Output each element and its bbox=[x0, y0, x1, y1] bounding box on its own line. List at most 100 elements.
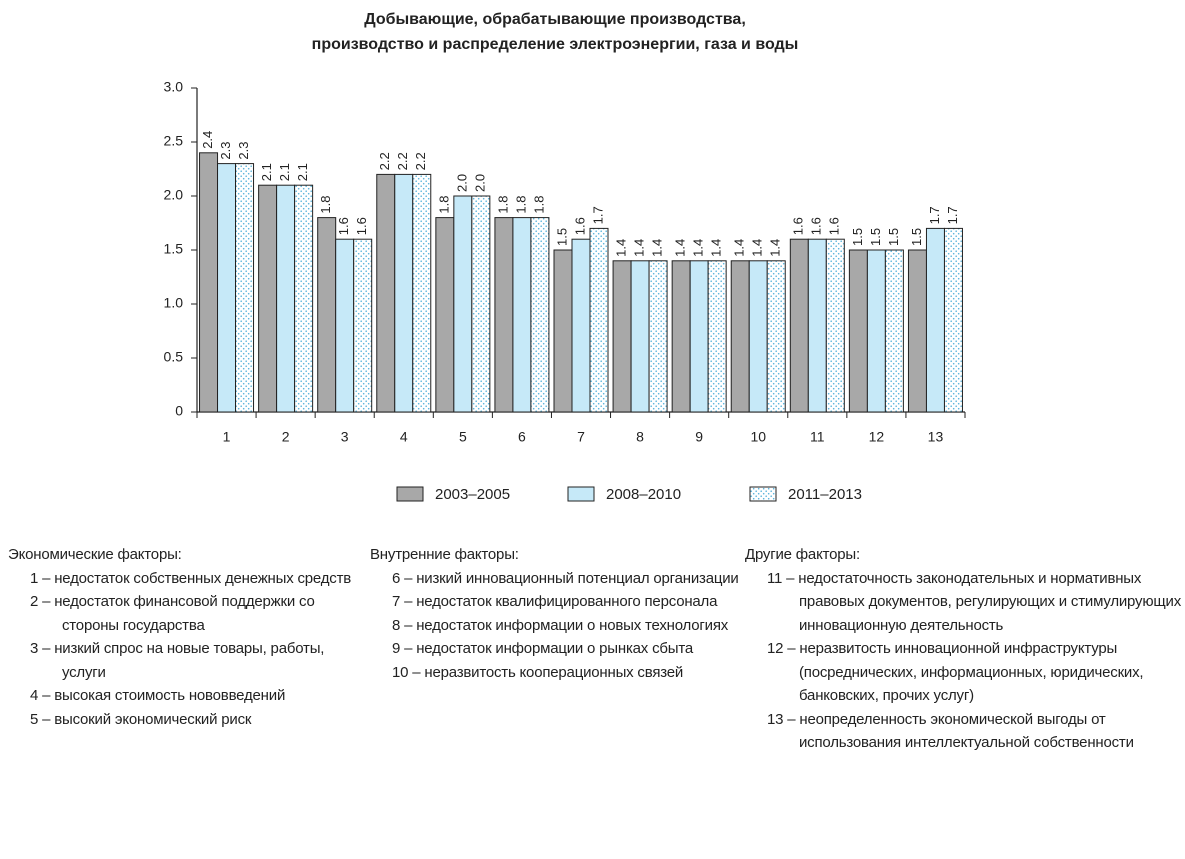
y-tick-label: 2.0 bbox=[164, 187, 184, 203]
x-tick-label: 3 bbox=[341, 429, 349, 445]
value-label: 1.4 bbox=[768, 239, 783, 257]
bar bbox=[943, 227, 963, 413]
bar bbox=[494, 217, 514, 413]
value-label: 1.7 bbox=[927, 206, 942, 224]
bar bbox=[435, 217, 455, 413]
y-tick-label: 1.0 bbox=[164, 295, 184, 311]
x-tick-label: 1 bbox=[223, 429, 231, 445]
value-label: 2.1 bbox=[295, 163, 310, 181]
legend-swatch bbox=[396, 486, 424, 502]
value-label: 2.3 bbox=[236, 142, 251, 160]
note-item: 12 – неразвитость инновационной инфрастр… bbox=[767, 640, 1144, 704]
value-label: 1.4 bbox=[673, 239, 688, 257]
value-label: 2.0 bbox=[454, 174, 469, 192]
y-tick-label: 2.5 bbox=[164, 133, 184, 149]
bar bbox=[630, 260, 650, 413]
chart: Добывающие, обрабатывающие производства,… bbox=[164, 11, 966, 503]
x-tick-label: 10 bbox=[750, 429, 766, 445]
note-item: 13 – неопределенность экономической выго… bbox=[767, 710, 1134, 752]
bar bbox=[471, 195, 491, 413]
notes: Экономические факторы: 1 – недостаток соб… bbox=[0, 543, 1185, 859]
value-label: 1.8 bbox=[495, 196, 510, 214]
chart-title: Добывающие, обрабатывающие производства, bbox=[364, 11, 746, 28]
value-label: 1.6 bbox=[809, 217, 824, 235]
legend-label: 2003–2005 bbox=[435, 486, 510, 503]
value-label: 1.5 bbox=[850, 228, 865, 246]
legend-label: 2011–2013 bbox=[788, 486, 862, 503]
note-title: Внутренние факторы: bbox=[370, 546, 519, 563]
x-tick-label: 9 bbox=[695, 429, 703, 445]
value-label: 1.4 bbox=[750, 239, 765, 257]
bar bbox=[394, 173, 414, 413]
note-title: Другие факторы: bbox=[745, 546, 860, 563]
x-tick-label: 5 bbox=[459, 429, 467, 445]
bar bbox=[453, 195, 473, 413]
value-label: 2.2 bbox=[377, 152, 392, 170]
bar bbox=[412, 173, 432, 413]
value-label: 1.6 bbox=[827, 217, 842, 235]
value-label: 1.7 bbox=[590, 206, 605, 224]
bar bbox=[848, 249, 868, 413]
note-item: 2 – недостаток финансовой поддержки со с… bbox=[30, 593, 315, 634]
bar bbox=[258, 184, 278, 413]
bar bbox=[353, 238, 373, 413]
value-label: 1.6 bbox=[354, 217, 369, 235]
y-tick-label: 0 bbox=[175, 403, 183, 419]
chart-title: производство и распределение электроэнер… bbox=[312, 36, 799, 53]
bar bbox=[217, 163, 237, 413]
bar bbox=[512, 217, 532, 413]
bar bbox=[648, 260, 668, 413]
bar bbox=[671, 260, 691, 413]
value-label: 2.1 bbox=[277, 163, 292, 181]
bar bbox=[276, 184, 296, 413]
bar bbox=[707, 260, 727, 413]
x-tick-label: 2 bbox=[282, 429, 290, 445]
value-label: 1.5 bbox=[909, 228, 924, 246]
bar bbox=[825, 238, 845, 413]
bar bbox=[235, 163, 255, 413]
note-item: 1 – недостаток собственных денежных сред… bbox=[30, 569, 352, 587]
note-item: 3 – низкий спрос на новые товары, работы… bbox=[30, 640, 325, 681]
bar bbox=[571, 238, 591, 413]
value-label: 1.6 bbox=[336, 217, 351, 235]
note-item: 4 – высокая стоимость нововведений bbox=[30, 687, 286, 704]
value-label: 1.8 bbox=[436, 196, 451, 214]
legend-swatch bbox=[567, 486, 595, 502]
y-tick-label: 3.0 bbox=[164, 79, 184, 95]
value-label: 1.6 bbox=[791, 217, 806, 235]
value-label: 2.4 bbox=[200, 131, 215, 149]
legend-label: 2008–2010 bbox=[606, 486, 681, 503]
value-label: 1.5 bbox=[868, 228, 883, 246]
value-label: 1.5 bbox=[886, 228, 901, 246]
bar bbox=[553, 249, 573, 413]
value-label: 1.4 bbox=[614, 239, 629, 257]
bar bbox=[748, 260, 768, 413]
value-label: 1.5 bbox=[554, 228, 569, 246]
value-label: 1.4 bbox=[691, 239, 706, 257]
note-item: 5 – высокий экономический риск bbox=[30, 710, 252, 728]
bar bbox=[925, 227, 945, 413]
value-label: 1.4 bbox=[650, 239, 665, 257]
note-item: 8 – недостаток информации о новых технол… bbox=[392, 616, 729, 634]
legend-swatch bbox=[749, 486, 777, 502]
note-title: Экономические факторы: bbox=[8, 546, 182, 563]
note-item: 6 – низкий инновационный потенциал орган… bbox=[392, 569, 739, 587]
note-item: 9 – недостаток информации о рынках сбыта bbox=[392, 640, 693, 657]
bar bbox=[317, 217, 337, 413]
bar bbox=[589, 227, 609, 413]
note-column: Экономические факторы: 1 – недостаток соб… bbox=[8, 543, 353, 731]
bar bbox=[689, 260, 709, 413]
value-label: 1.4 bbox=[632, 239, 647, 257]
x-tick-label: 12 bbox=[869, 429, 885, 445]
bar bbox=[376, 173, 396, 413]
x-tick-label: 7 bbox=[577, 429, 585, 445]
bar bbox=[530, 217, 550, 413]
value-label: 1.8 bbox=[513, 196, 528, 214]
bar bbox=[766, 260, 786, 413]
value-label: 1.6 bbox=[572, 217, 587, 235]
y-tick-label: 0.5 bbox=[164, 349, 184, 365]
bar bbox=[866, 249, 886, 413]
bar bbox=[884, 249, 904, 413]
value-label: 2.3 bbox=[218, 142, 233, 160]
